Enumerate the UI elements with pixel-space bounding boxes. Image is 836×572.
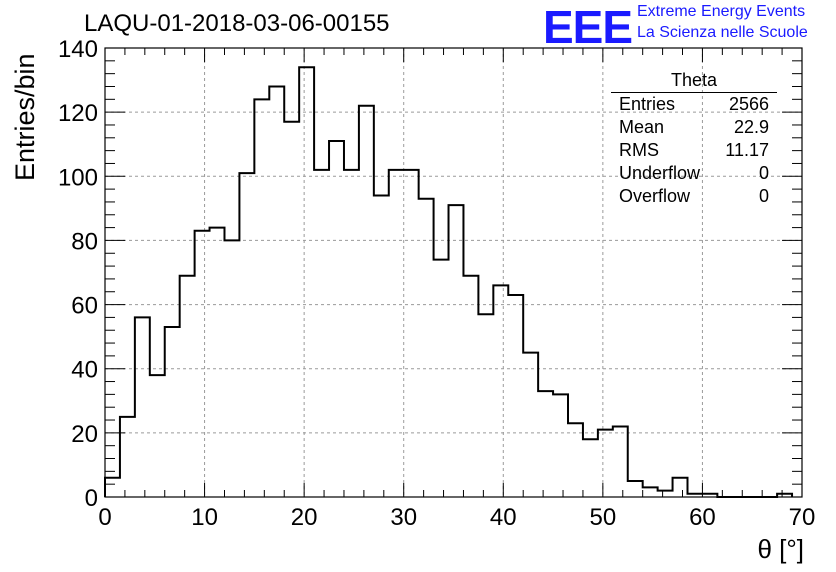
chart-title: LAQU-01-2018-03-06-00155 — [84, 10, 390, 37]
histogram-bin — [180, 276, 195, 497]
histogram-bin — [210, 228, 225, 497]
histogram-bin — [195, 231, 210, 497]
stats-box: Theta Entries 2566 Mean 22.9 RMS 11.17 U… — [611, 70, 777, 208]
eee-logo: EEE — [543, 1, 633, 53]
histogram — [104, 66, 794, 498]
y-tick-label: 140 — [58, 36, 98, 63]
histogram-bin — [344, 170, 359, 497]
x-tick-label: 0 — [98, 504, 111, 531]
y-tick-label: 40 — [71, 357, 98, 384]
histogram-bin — [583, 439, 598, 497]
histogram-bin — [105, 478, 120, 497]
histogram-bin — [553, 394, 568, 497]
histogram-bin — [254, 99, 269, 497]
stats-label: Underflow — [619, 163, 701, 183]
x-tick-label: 60 — [689, 504, 716, 531]
y-tick-label: 60 — [71, 293, 98, 320]
stats-row: Entries 2566 — [611, 93, 777, 116]
histogram-bin — [269, 86, 284, 497]
histogram-bin — [643, 487, 658, 497]
y-tick-label: 120 — [58, 100, 98, 127]
y-axis-label: Entries/bin — [10, 53, 40, 181]
x-tick-label: 30 — [390, 504, 417, 531]
stats-label: Entries — [619, 94, 676, 114]
grid — [105, 48, 802, 497]
histogram-bin — [284, 122, 299, 497]
y-tick-label: 20 — [71, 421, 98, 448]
histogram-bin — [478, 314, 493, 497]
histogram-bin — [628, 481, 643, 497]
histogram-bin — [523, 353, 538, 497]
stats-title: Theta — [611, 70, 777, 93]
axes: 0 10 20 30 40 50 60 70 0 20 40 60 80 100 120 140 — [58, 36, 815, 531]
histogram-bin — [239, 173, 254, 497]
stats-label: Mean — [619, 117, 665, 137]
histogram-bin — [359, 106, 374, 497]
histogram-bin — [419, 199, 434, 497]
histogram-bin — [389, 170, 404, 497]
histogram-bin — [508, 295, 523, 497]
logo-line-2: La Scienza nelle Scuole — [637, 24, 808, 41]
stats-row: Underflow 0 — [611, 162, 777, 185]
x-tick-label: 50 — [590, 504, 617, 531]
histogram-bin — [463, 276, 478, 497]
stats-row: Overflow 0 — [611, 185, 777, 208]
histogram-bin — [329, 141, 344, 497]
stats-value: 11.17 — [725, 140, 769, 160]
y-tick-label: 100 — [58, 164, 98, 191]
logo-line-1: Extreme Energy Events — [637, 3, 806, 20]
stats-value: 2566 — [728, 94, 769, 114]
histogram-bin — [538, 391, 553, 497]
plot-frame — [104, 47, 803, 498]
x-tick-label: 40 — [490, 504, 517, 531]
histogram-bin — [404, 170, 419, 497]
histogram-bin — [165, 327, 180, 497]
y-tick-label: 80 — [71, 228, 98, 255]
histogram-bin — [493, 285, 508, 497]
histogram-bin — [598, 430, 613, 497]
stats-row: Mean 22.9 — [611, 116, 777, 139]
stats-label: Overflow — [619, 186, 691, 206]
stats-row: RMS 11.17 — [611, 139, 777, 162]
histogram-outline — [104, 66, 794, 498]
histogram-bin — [150, 375, 165, 497]
stats-value: 0 — [758, 186, 769, 206]
stats-value: 0 — [758, 163, 769, 183]
histogram-bin — [434, 260, 449, 497]
x-tick-label: 20 — [291, 504, 318, 531]
stats-value: 22.9 — [733, 117, 769, 137]
histogram-bin — [613, 426, 628, 497]
histogram-bin — [568, 423, 583, 497]
histogram-bin — [135, 317, 150, 497]
stats-label: RMS — [619, 140, 659, 160]
y-tick-label: 0 — [85, 485, 98, 512]
histogram-bin — [120, 417, 135, 497]
x-tick-label: 10 — [191, 504, 218, 531]
histogram-bin — [449, 205, 464, 497]
histogram-bin — [673, 478, 688, 497]
x-axis-label: θ [°] — [757, 534, 804, 564]
histogram-bin — [314, 170, 329, 497]
x-tick-label: 70 — [789, 504, 816, 531]
